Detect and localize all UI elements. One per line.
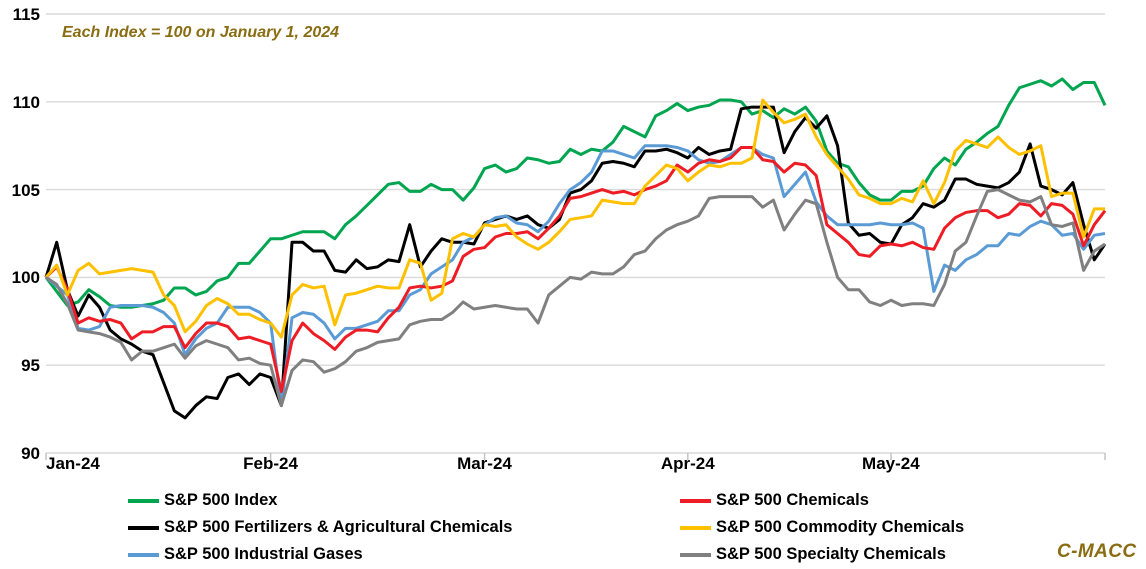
series-line — [45, 144, 1106, 408]
legend-item[interactable]: S&P 500 Industrial Gases — [128, 541, 512, 568]
x-axis-tick-label: Mar-24 — [457, 454, 512, 473]
legend-item[interactable]: S&P 500 Fertilizers & Agricultural Chemi… — [128, 514, 512, 541]
series-line — [45, 188, 1106, 408]
legend-column-right: S&P 500 Chemicals S&P 500 Commodity Chemi… — [680, 487, 964, 568]
legend-color-swatch — [680, 525, 711, 530]
y-axis-tick-label: 90 — [21, 444, 40, 463]
x-axis-tick-label: Feb-24 — [243, 454, 298, 473]
series-line — [44, 145, 1107, 394]
chart-legend: S&P 500 Index S&P 500 Fertilizers & Agric… — [0, 487, 1146, 569]
series-line — [44, 77, 1107, 309]
y-axis-tick-label: 100 — [11, 268, 40, 288]
x-axis-ticks — [45, 453, 1106, 460]
x-axis-tick-label: Jan-24 — [46, 454, 100, 473]
cmacc-brand-logo: C-MACC — [1057, 541, 1137, 562]
x-axis-tick-label: May-24 — [862, 454, 920, 473]
x-axis-tick-label: Apr-24 — [660, 454, 715, 473]
legend-color-swatch — [128, 552, 159, 557]
legend-color-swatch — [680, 498, 711, 503]
legend-label: S&P 500 Fertilizers & Agricultural Chemi… — [164, 518, 513, 537]
legend-label: S&P 500 Specialty Chemicals — [716, 545, 946, 564]
y-axis-tick-label: 105 — [11, 180, 40, 200]
legend-column-left: S&P 500 Index S&P 500 Fertilizers & Agric… — [128, 487, 512, 568]
legend-color-swatch — [680, 552, 711, 557]
y-axis-tick-label: 115 — [12, 5, 40, 24]
legend-item[interactable]: S&P 500 Commodity Chemicals — [680, 514, 964, 541]
series-lines — [44, 77, 1107, 420]
y-axis-tick-label: 110 — [12, 92, 40, 112]
chart-plot-area — [44, 13, 1107, 460]
legend-item[interactable]: S&P 500 Chemicals — [680, 487, 964, 514]
legend-color-swatch — [128, 498, 159, 503]
legend-color-swatch — [128, 525, 159, 530]
legend-label: S&P 500 Index — [164, 491, 278, 510]
gridlines — [46, 13, 1105, 454]
legend-label: S&P 500 Chemicals — [716, 491, 869, 510]
series-line — [44, 98, 1105, 339]
series-line — [44, 105, 1107, 420]
index-base-annotation: Each Index = 100 on January 1, 2024 — [62, 24, 340, 41]
y-axis-tick-label: 95 — [21, 356, 40, 376]
legend-label: S&P 500 Commodity Chemicals — [716, 518, 965, 537]
legend-item[interactable]: S&P 500 Specialty Chemicals — [680, 541, 964, 568]
legend-label: S&P 500 Industrial Gases — [164, 545, 363, 564]
legend-item[interactable]: S&P 500 Index — [128, 487, 512, 514]
